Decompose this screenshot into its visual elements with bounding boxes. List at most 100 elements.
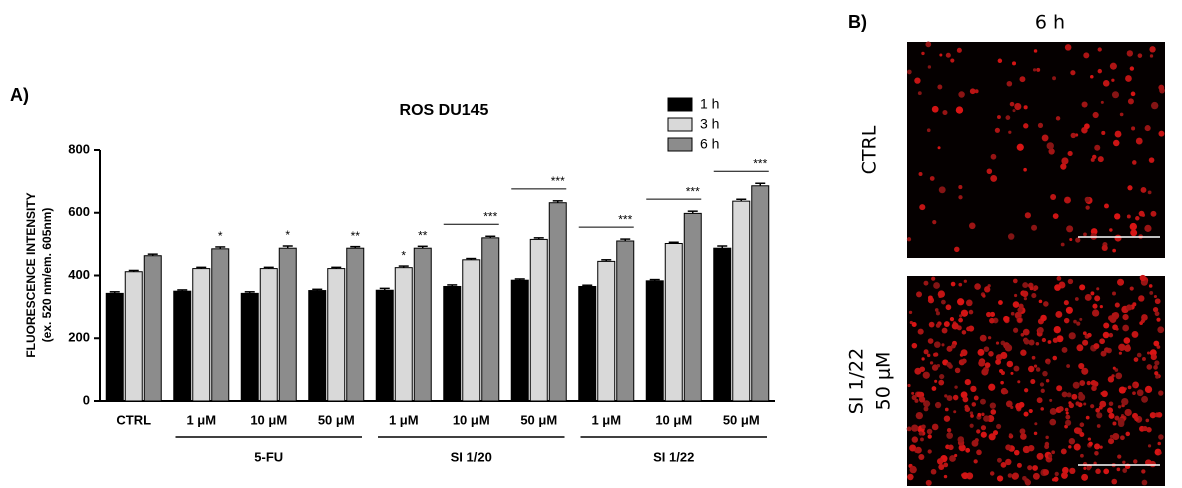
cell — [1022, 476, 1027, 481]
cell — [1079, 432, 1084, 437]
cell — [966, 327, 971, 332]
cell — [1084, 123, 1090, 129]
cell — [1142, 357, 1146, 361]
legend-label: 6 h — [700, 136, 719, 152]
cell — [1132, 383, 1136, 387]
cell — [1080, 422, 1085, 427]
cell — [1126, 304, 1132, 310]
cell — [1142, 426, 1147, 431]
cell — [934, 352, 938, 356]
cell — [954, 385, 957, 388]
cell — [1037, 453, 1044, 460]
cell — [996, 342, 999, 345]
cell — [995, 128, 1000, 133]
cell — [1126, 344, 1130, 348]
cell — [1083, 331, 1087, 335]
cell — [982, 294, 985, 297]
cell — [1066, 411, 1069, 414]
cell — [930, 361, 933, 364]
cell — [1082, 101, 1088, 107]
cell — [1005, 344, 1012, 351]
bar — [347, 248, 364, 401]
cell — [962, 330, 967, 335]
cell — [988, 351, 994, 357]
cell — [1033, 473, 1040, 480]
cell — [981, 413, 984, 416]
significance-label: ** — [351, 229, 361, 243]
cell — [1069, 238, 1072, 241]
cell — [930, 176, 935, 181]
cell — [946, 304, 952, 310]
cell — [1130, 66, 1134, 70]
cell — [935, 308, 939, 312]
cell — [1109, 402, 1114, 407]
cell — [1005, 444, 1011, 450]
cell — [997, 115, 1001, 119]
cell — [918, 454, 924, 460]
cell — [912, 343, 918, 349]
cell — [959, 314, 962, 317]
cell — [1037, 397, 1043, 403]
cell — [1091, 385, 1097, 391]
cell — [916, 291, 922, 297]
cell — [1069, 403, 1074, 408]
cell — [946, 362, 951, 367]
cell — [951, 344, 956, 349]
cell — [961, 349, 968, 356]
cell — [1120, 435, 1125, 440]
cell — [1138, 53, 1143, 58]
cell — [958, 91, 965, 98]
cell — [1149, 291, 1153, 295]
cell — [962, 472, 969, 479]
cell — [1053, 477, 1058, 482]
bar — [511, 280, 528, 401]
cell — [990, 175, 997, 182]
cell — [1019, 76, 1025, 82]
cell — [926, 480, 932, 486]
cell — [991, 154, 997, 160]
cell — [907, 237, 911, 241]
significance-label: *** — [753, 156, 767, 170]
cell — [1055, 311, 1062, 318]
cell — [919, 204, 925, 210]
cell — [1065, 420, 1071, 426]
cell — [1003, 316, 1009, 322]
cell — [970, 88, 976, 94]
cell — [1052, 356, 1057, 361]
legend-label: 1 h — [700, 96, 719, 112]
x-tick-label: 1 μM — [591, 412, 621, 427]
panel-label: A) — [10, 85, 29, 105]
cell — [1034, 432, 1037, 435]
bar — [579, 286, 596, 401]
cell — [1046, 379, 1049, 382]
cell — [1118, 418, 1125, 425]
cell — [1090, 75, 1094, 79]
cell — [1122, 314, 1128, 320]
cell — [1043, 469, 1049, 475]
cell — [1081, 474, 1088, 481]
cell — [1030, 286, 1034, 290]
cell — [1014, 450, 1020, 456]
cell — [1000, 381, 1004, 385]
cell — [1155, 375, 1159, 379]
cell — [939, 54, 942, 57]
cell — [927, 128, 931, 132]
cell — [936, 311, 940, 315]
significance-label: *** — [551, 174, 565, 188]
cell — [1094, 145, 1100, 151]
cell — [1014, 103, 1021, 110]
cell — [944, 475, 947, 478]
cell — [964, 280, 967, 283]
cell — [1109, 228, 1112, 231]
cell — [1061, 449, 1067, 455]
cell — [1158, 85, 1164, 91]
cell — [1040, 407, 1044, 411]
cell — [1053, 213, 1059, 219]
cell — [1096, 287, 1099, 290]
cell — [932, 220, 936, 224]
micrograph — [907, 275, 1165, 486]
cell — [954, 454, 957, 457]
cell — [1010, 372, 1013, 375]
cell — [1050, 420, 1054, 424]
cell — [937, 403, 941, 407]
